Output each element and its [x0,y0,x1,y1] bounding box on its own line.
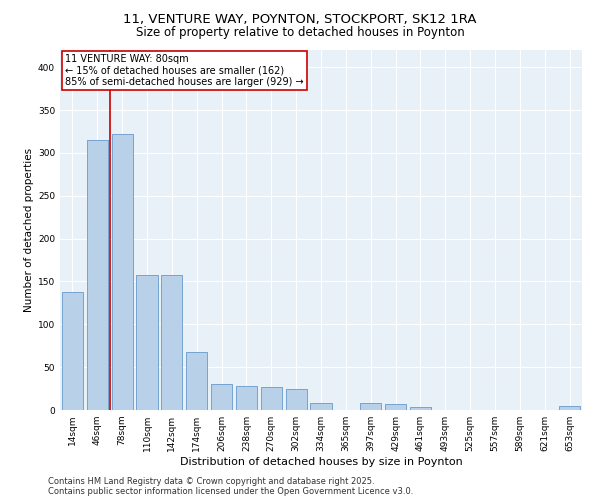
Text: 11, VENTURE WAY, POYNTON, STOCKPORT, SK12 1RA: 11, VENTURE WAY, POYNTON, STOCKPORT, SK1… [123,12,477,26]
Bar [261,387,282,410]
Text: 11 VENTURE WAY: 80sqm
← 15% of detached houses are smaller (162)
85% of semi-det: 11 VENTURE WAY: 80sqm ← 15% of detached … [65,54,304,87]
Bar [62,292,83,410]
X-axis label: Distribution of detached houses by size in Poynton: Distribution of detached houses by size … [179,457,463,467]
Bar [161,274,182,410]
Text: Size of property relative to detached houses in Poynton: Size of property relative to detached ho… [136,26,464,39]
Bar [236,386,257,410]
Bar [87,140,108,410]
Bar [410,408,431,410]
Bar [112,134,133,410]
Bar [136,274,158,410]
Bar [286,390,307,410]
Bar [360,403,381,410]
Bar [310,403,332,410]
Text: Contains HM Land Registry data © Crown copyright and database right 2025.
Contai: Contains HM Land Registry data © Crown c… [48,476,413,496]
Y-axis label: Number of detached properties: Number of detached properties [24,148,34,312]
Bar [385,404,406,410]
Bar [211,384,232,410]
Bar [559,406,580,410]
Bar [186,352,207,410]
